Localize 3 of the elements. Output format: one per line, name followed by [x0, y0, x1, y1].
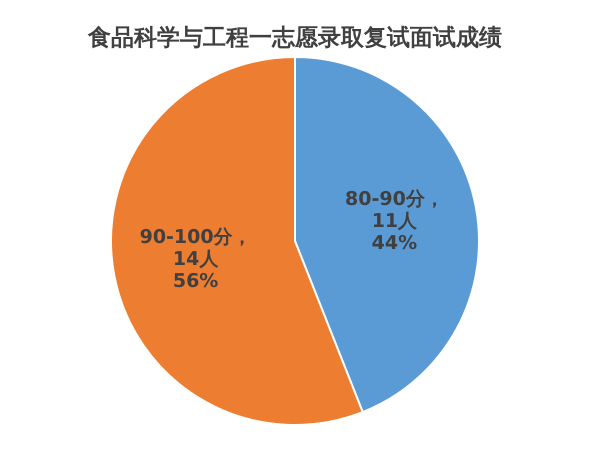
- slice-label: 90-100分， 14人 56%: [140, 226, 252, 292]
- chart-title: 食品科学与工程一志愿录取复试面试成绩: [86, 24, 503, 51]
- slice-label: 80-90分， 11人 44%: [345, 188, 444, 254]
